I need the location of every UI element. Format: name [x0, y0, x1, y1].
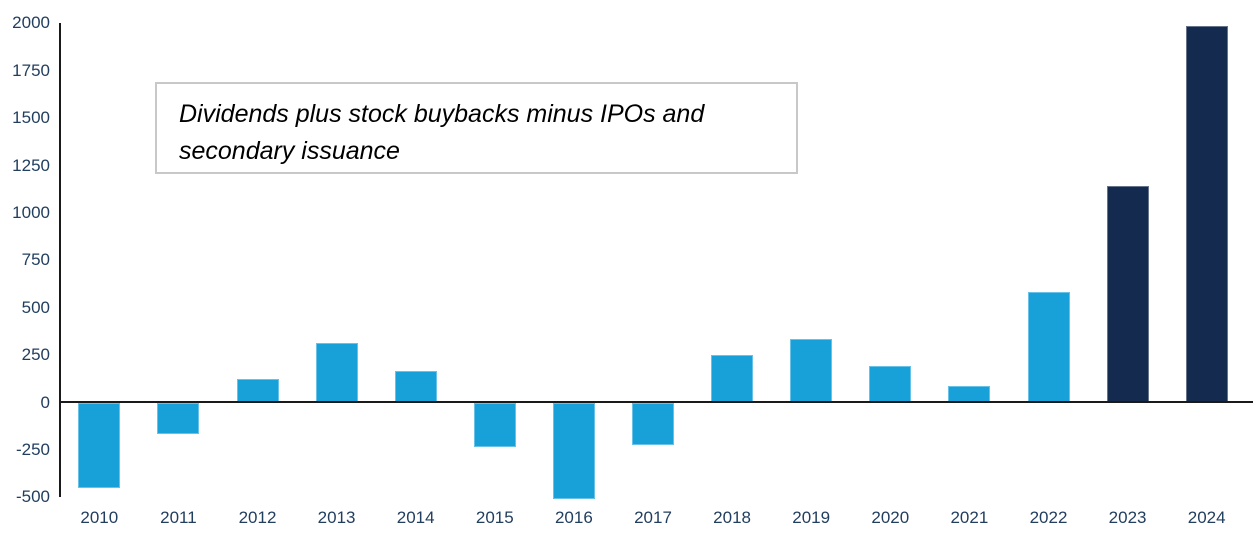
- x-tick-label: 2016: [554, 508, 593, 527]
- bar-2024: [1185, 26, 1228, 403]
- bar-2021: [948, 386, 991, 403]
- y-tick-label: 0: [40, 392, 50, 412]
- bar-2018: [711, 355, 754, 403]
- y-tick-label: 1500: [12, 108, 50, 128]
- y-axis-line: [59, 23, 61, 497]
- x-tick-label: 2011: [160, 508, 197, 527]
- y-tick-label: 2000: [12, 13, 50, 33]
- x-tick-label: 2014: [396, 508, 435, 527]
- annotation-box: Dividends plus stock buybacks minus IPOs…: [155, 82, 798, 174]
- x-tick-label: 2018: [713, 508, 751, 527]
- bar-2017: [632, 402, 674, 446]
- y-tick-label: -500: [15, 487, 50, 507]
- bar-2011: [157, 402, 200, 434]
- bar-2019: [790, 339, 833, 403]
- y-tick-label: 1750: [12, 60, 50, 80]
- bar-2016: [552, 402, 595, 500]
- bar-2013: [315, 342, 358, 403]
- x-tick-label: 2022: [1029, 508, 1068, 527]
- x-tick-label: 2021: [950, 508, 989, 527]
- bar-2012: [236, 378, 279, 403]
- x-tick-label: 2019: [792, 508, 831, 527]
- x-tick-label: 2023: [1108, 508, 1147, 527]
- x-tick-label: 2017: [634, 508, 672, 527]
- annotation-text: Dividends plus stock buybacks minus IPOs…: [179, 100, 705, 165]
- y-tick-label: 250: [21, 345, 50, 365]
- x-tick-label: 2020: [871, 508, 910, 527]
- bar-2023: [1106, 186, 1149, 403]
- y-tick-label: 1250: [12, 155, 50, 175]
- x-tick-label: 2024: [1187, 508, 1226, 527]
- x-axis-zero-line: [59, 401, 1253, 403]
- y-tick-label: -250: [15, 439, 50, 459]
- x-tick-label: 2010: [80, 508, 119, 527]
- bar-2020: [869, 365, 912, 403]
- x-tick-label: 2015: [475, 508, 514, 527]
- x-tick-label: 2013: [317, 508, 356, 527]
- bar-2015: [473, 402, 516, 448]
- bar-2022: [1027, 291, 1070, 403]
- y-tick-label: 1000: [12, 202, 50, 222]
- x-tick-label: 2012: [238, 508, 277, 527]
- y-tick-label: 750: [21, 250, 50, 270]
- bar-2014: [394, 371, 437, 403]
- bar-2010: [78, 402, 121, 488]
- y-tick-label: 500: [21, 297, 50, 317]
